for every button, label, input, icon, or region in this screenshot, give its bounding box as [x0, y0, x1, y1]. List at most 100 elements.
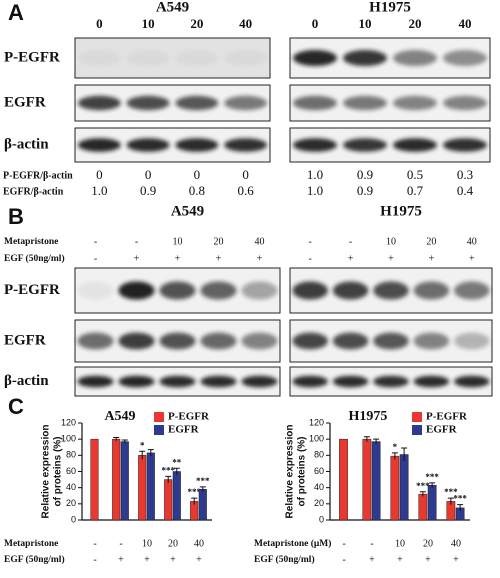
blot-band — [292, 332, 328, 350]
blot-band — [454, 332, 490, 350]
legend-swatch — [154, 412, 164, 422]
significance: *** — [453, 494, 467, 504]
significance: *** — [444, 487, 458, 497]
error-bar — [447, 497, 454, 505]
blot-band — [159, 281, 196, 300]
y-axis-label: Relative expression — [41, 425, 52, 519]
cell-line-label: A549 — [171, 203, 204, 219]
x-tick-label: + — [369, 554, 375, 565]
treatment-mark: + — [216, 253, 222, 264]
blot-band — [443, 138, 487, 152]
x-tick-label: + — [397, 554, 403, 565]
ratio-value: 1.0 — [91, 183, 107, 198]
bar — [164, 479, 173, 521]
bar — [90, 438, 99, 521]
blot-band — [77, 332, 114, 350]
significance: *** — [187, 487, 201, 497]
x-row-label: Metapristone — [4, 539, 58, 549]
treatment-mark: + — [134, 253, 140, 264]
blot-band — [126, 95, 170, 111]
legend-swatch — [412, 412, 422, 422]
bar — [418, 493, 428, 521]
ratio-value: 0.3 — [457, 167, 473, 182]
y-axis-label: of proteins (%) — [297, 437, 308, 507]
ratio-value: 0 — [145, 167, 152, 182]
dose-label: 40 — [459, 16, 472, 31]
blot-band — [200, 332, 237, 350]
dose-label: 10 — [142, 16, 155, 31]
treatment-mark: 20 — [214, 236, 224, 247]
dose-label: 20 — [190, 16, 203, 31]
blot-band — [77, 281, 114, 300]
blot-band — [175, 95, 219, 111]
error-bar — [139, 450, 146, 460]
x-tick-label: 10 — [142, 538, 152, 549]
blot-band — [224, 138, 268, 152]
ratio-value: 0.9 — [357, 167, 373, 182]
blot-band — [77, 375, 114, 388]
bar — [362, 438, 372, 521]
x-tick-label: - — [93, 554, 96, 565]
ratio-value: 0.4 — [457, 183, 474, 198]
error-bar — [401, 447, 408, 461]
x-tick-label: 40 — [194, 538, 204, 549]
y-tick-label: 40 — [314, 482, 324, 492]
x-tick-label: 20 — [168, 538, 178, 549]
blot-band — [292, 281, 328, 300]
error-bar — [191, 497, 198, 505]
blot-band — [77, 50, 121, 66]
panel-letter: B — [8, 204, 24, 229]
legend-label: EGFR — [426, 424, 458, 436]
bar — [399, 454, 409, 521]
blot-band — [343, 138, 387, 152]
treatment-mark: - — [309, 253, 312, 264]
x-tick-label: + — [453, 554, 459, 565]
dose-label: 0 — [312, 16, 319, 31]
bar — [138, 455, 147, 521]
blot-band — [200, 281, 237, 300]
bar — [339, 438, 348, 521]
bar — [371, 441, 381, 521]
bar — [120, 441, 129, 521]
row-label: β-actin — [4, 136, 49, 152]
treatment-mark: - — [94, 253, 97, 264]
dose-label: 10 — [359, 16, 372, 31]
y-tick-label: 100 — [61, 434, 76, 444]
treatment-mark: 40 — [467, 236, 477, 247]
y-tick-label: 60 — [66, 466, 76, 476]
y-tick-label: 20 — [66, 498, 76, 508]
error-bar — [199, 486, 206, 492]
blot-band — [241, 375, 278, 388]
legend-label: P-EGFR — [168, 411, 210, 423]
ratio-label: P-EGFR/β-actin — [3, 170, 73, 181]
bar — [112, 438, 121, 521]
bar — [427, 484, 437, 521]
ratio-value: 0.5 — [407, 167, 423, 182]
dose-label: 0 — [96, 16, 103, 31]
blot-band — [241, 281, 278, 300]
blot-band — [454, 375, 490, 388]
ratio-value: 1.0 — [307, 183, 323, 198]
y-tick-label: 120 — [309, 417, 324, 427]
dose-label: 40 — [239, 16, 252, 31]
ratio-value: 1.0 — [307, 167, 323, 182]
treatment-mark: - — [94, 236, 97, 247]
x-tick-label: + — [425, 554, 431, 565]
blot-band — [224, 95, 268, 111]
x-tick-label: + — [170, 554, 176, 565]
y-tick-label: 80 — [66, 450, 76, 460]
blot-band — [159, 332, 196, 350]
x-tick-label: 40 — [451, 538, 461, 549]
blot-band — [332, 375, 369, 388]
legend-label: EGFR — [168, 424, 200, 436]
bar — [198, 489, 207, 521]
x-tick-label: 20 — [423, 538, 433, 549]
y-tick-label: 100 — [309, 434, 324, 444]
y-tick-label: 40 — [66, 482, 76, 492]
blot-band — [292, 375, 328, 388]
treatment-mark: + — [388, 253, 394, 264]
blot-band — [118, 281, 155, 300]
x-tick-label: + — [144, 554, 150, 565]
blot-band — [332, 281, 369, 300]
x-tick-label: 10 — [395, 538, 405, 549]
